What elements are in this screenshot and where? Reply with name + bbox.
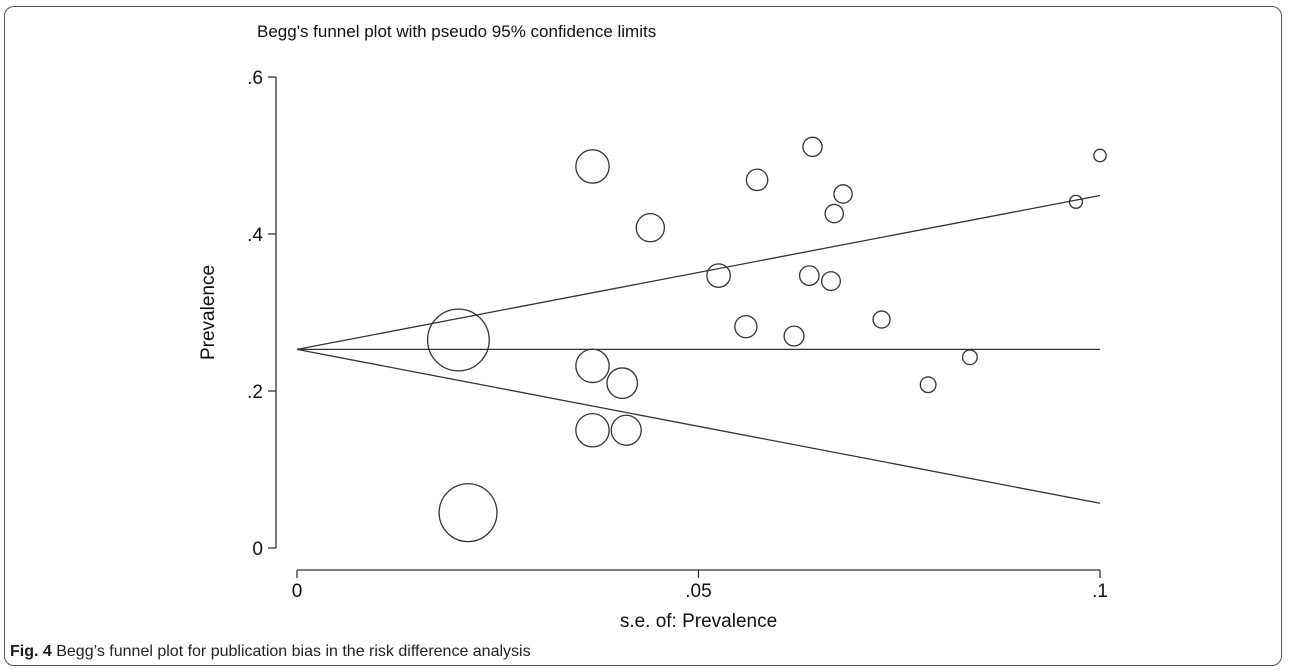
y-tick-label-0: 0 xyxy=(252,539,263,560)
data-point-11 xyxy=(783,325,805,347)
data-point-21 xyxy=(1093,148,1107,163)
data-point-17 xyxy=(872,310,891,329)
y-tick-label-3: .6 xyxy=(247,68,263,89)
x-tick-label-0: 0 xyxy=(292,581,303,602)
data-point-12 xyxy=(798,265,820,287)
data-point-10 xyxy=(745,168,769,192)
lower-confidence-limit xyxy=(296,348,1101,504)
data-point-1 xyxy=(438,483,498,543)
figure-caption-text: Begg’s funnel plot for publication bias … xyxy=(51,643,531,660)
data-point-3 xyxy=(575,348,610,384)
data-point-14 xyxy=(820,271,841,292)
funnel-lines xyxy=(296,194,1101,504)
upper-confidence-limit xyxy=(296,194,1101,351)
data-point-9 xyxy=(734,314,758,339)
data-point-0 xyxy=(426,308,490,372)
data-point-2 xyxy=(575,149,610,184)
figure-label: Fig. 4 xyxy=(10,643,52,660)
data-point-5 xyxy=(606,367,639,400)
data-points xyxy=(426,136,1107,543)
y-axis-label: Prevalence xyxy=(198,265,219,360)
data-point-8 xyxy=(706,263,731,288)
x-tick-label-2: .1 xyxy=(1092,581,1108,602)
data-point-20 xyxy=(1068,194,1084,209)
data-point-6 xyxy=(610,414,642,446)
figure-frame xyxy=(4,6,1282,666)
y-tick-label-1: .2 xyxy=(247,382,263,403)
data-point-16 xyxy=(833,184,853,204)
data-point-18 xyxy=(919,376,937,394)
x-axis-label: s.e. of: Prevalence xyxy=(620,611,777,632)
y-tick-label-2: .4 xyxy=(247,225,263,246)
chart-title: Begg's funnel plot with pseudo 95% confi… xyxy=(257,22,656,41)
data-point-19 xyxy=(961,349,978,366)
figure-caption: Fig. 4 Begg’s funnel plot for publicatio… xyxy=(10,643,531,661)
funnel-plot: Begg's funnel plot with pseudo 95% confi… xyxy=(198,22,1108,632)
x-tick-label-1: .05 xyxy=(685,581,711,602)
data-point-7 xyxy=(635,213,666,243)
axes: 0 .2 .4 .6 0 .05 .1 xyxy=(247,68,1108,602)
data-point-4 xyxy=(575,412,610,448)
data-point-13 xyxy=(802,136,823,158)
data-point-15 xyxy=(824,203,845,224)
